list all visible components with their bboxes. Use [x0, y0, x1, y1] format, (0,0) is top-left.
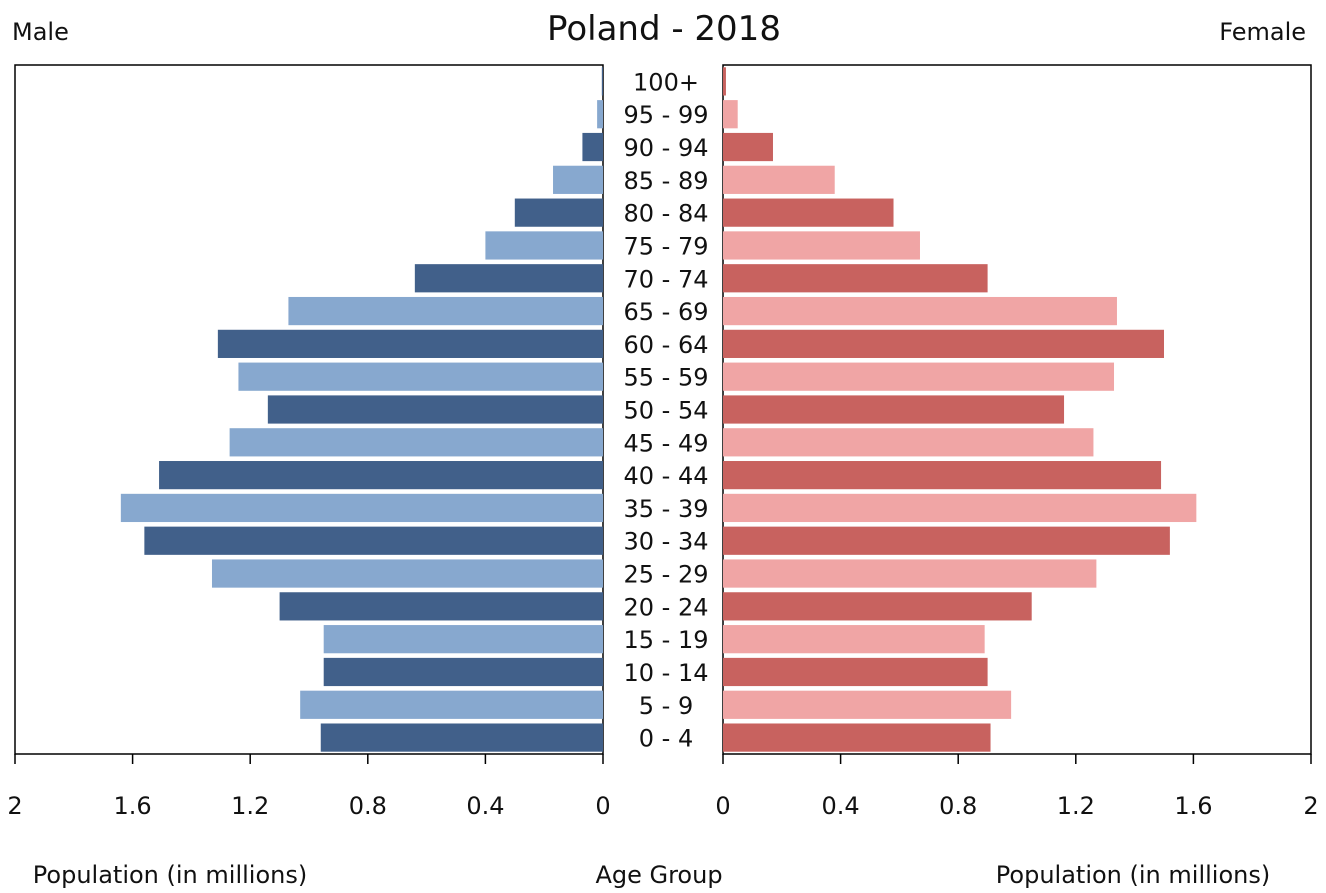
female-bar-100plus [723, 67, 726, 96]
female-bar-5-9 [723, 690, 1012, 719]
male-x-tick-label: 1.2 [231, 792, 269, 820]
male-bar-5-9 [300, 690, 603, 719]
age-label-5-9: 5 - 9 [639, 692, 693, 720]
age-label-10-14: 10 - 14 [624, 659, 709, 687]
age-label-90-94: 90 - 94 [624, 134, 709, 162]
male-x-axis-label: Population (in millions) [33, 861, 307, 889]
age-label-95-99: 95 - 99 [624, 101, 709, 129]
male-bar-35-39 [120, 493, 603, 523]
female-bar-95-99 [723, 100, 738, 129]
age-label-75-79: 75 - 79 [624, 232, 709, 260]
female-x-tick-label: 1.2 [1057, 792, 1095, 820]
male-bar-60-64 [217, 329, 604, 358]
age-label-70-74: 70 - 74 [624, 265, 709, 293]
female-bar-15-19 [723, 625, 985, 654]
age-label-25-29: 25 - 29 [624, 561, 709, 589]
male-bar-85-89 [553, 165, 603, 194]
female-x-axis-label: Population (in millions) [996, 861, 1270, 889]
male-bar-40-44 [159, 461, 603, 490]
bars-group [120, 67, 1197, 752]
age-label-60-64: 60 - 64 [624, 331, 709, 359]
male-bar-100plus [601, 67, 603, 96]
male-bar-65-69 [288, 296, 603, 326]
female-bar-70-74 [723, 264, 988, 293]
female-bar-55-59 [723, 362, 1115, 391]
female-bar-80-84 [723, 198, 894, 227]
female-bar-45-49 [723, 428, 1094, 457]
age-label-85-89: 85 - 89 [624, 167, 709, 195]
male-bar-55-59 [238, 362, 603, 391]
age-label-50-54: 50 - 54 [624, 397, 709, 425]
female-bar-20-24 [723, 592, 1032, 621]
female-bar-75-79 [723, 231, 920, 260]
age-label-80-84: 80 - 84 [624, 200, 709, 228]
female-x-tick-label: 0.8 [939, 792, 977, 820]
male-bar-0-4 [320, 723, 603, 752]
female-bar-30-34 [723, 526, 1170, 555]
male-bar-45-49 [229, 428, 603, 457]
male-x-tick-label: 0.4 [466, 792, 504, 820]
male-bar-70-74 [414, 264, 603, 293]
age-label-40-44: 40 - 44 [624, 462, 709, 490]
male-bar-95-99 [597, 100, 603, 129]
age-label-30-34: 30 - 34 [624, 528, 709, 556]
age-label-65-69: 65 - 69 [624, 298, 709, 326]
female-bar-35-39 [723, 493, 1197, 523]
chart-title: Poland - 2018 [547, 9, 781, 49]
age-label-20-24: 20 - 24 [624, 593, 709, 621]
female-bar-65-69 [723, 296, 1117, 326]
male-bar-30-34 [144, 526, 604, 555]
age-label-45-49: 45 - 49 [624, 429, 709, 457]
male-bar-15-19 [323, 625, 603, 654]
female-x-tick-label: 2 [1303, 792, 1318, 820]
age-label-15-19: 15 - 19 [624, 626, 709, 654]
female-bar-60-64 [723, 329, 1164, 358]
male-panel-label: Male [12, 18, 69, 46]
female-bar-85-89 [723, 165, 835, 194]
female-bar-40-44 [723, 461, 1162, 490]
male-bar-90-94 [582, 132, 603, 162]
male-bar-20-24 [279, 592, 603, 621]
male-bar-10-14 [323, 657, 603, 687]
male-bar-75-79 [485, 231, 603, 260]
age-group-axis-label: Age Group [595, 861, 722, 889]
female-x-tick-label: 0.4 [822, 792, 860, 820]
female-bar-25-29 [723, 559, 1097, 588]
age-label-0-4: 0 - 4 [639, 725, 693, 753]
age-group-labels: 0 - 4 5 - 9 10 - 14 15 - 19 20 - 24 25 - 29 30… [624, 68, 709, 752]
male-x-tick-label: 0 [595, 792, 610, 820]
male-x-tick-label: 1.6 [114, 792, 152, 820]
female-bar-50-54 [723, 395, 1065, 424]
female-bar-90-94 [723, 132, 773, 162]
female-x-tick-label: 0 [715, 792, 730, 820]
female-x-tick-label: 1.6 [1174, 792, 1212, 820]
age-label-55-59: 55 - 59 [624, 364, 709, 392]
female-bar-0-4 [723, 723, 991, 752]
age-label-35-39: 35 - 39 [624, 495, 709, 523]
male-bar-50-54 [267, 395, 603, 424]
male-x-tick-label: 0.8 [349, 792, 387, 820]
male-x-tick-label: 2 [7, 792, 22, 820]
male-bar-25-29 [211, 559, 604, 588]
female-panel-label: Female [1219, 18, 1306, 46]
male-bar-80-84 [514, 198, 603, 227]
axis-ticks: 0 0 0.4 0.4 0.8 0.8 1.2 1.2 1.6 1.6 2 2 [7, 754, 1319, 820]
age-label-100plus: 100+ [633, 68, 699, 96]
female-bar-10-14 [723, 657, 988, 687]
